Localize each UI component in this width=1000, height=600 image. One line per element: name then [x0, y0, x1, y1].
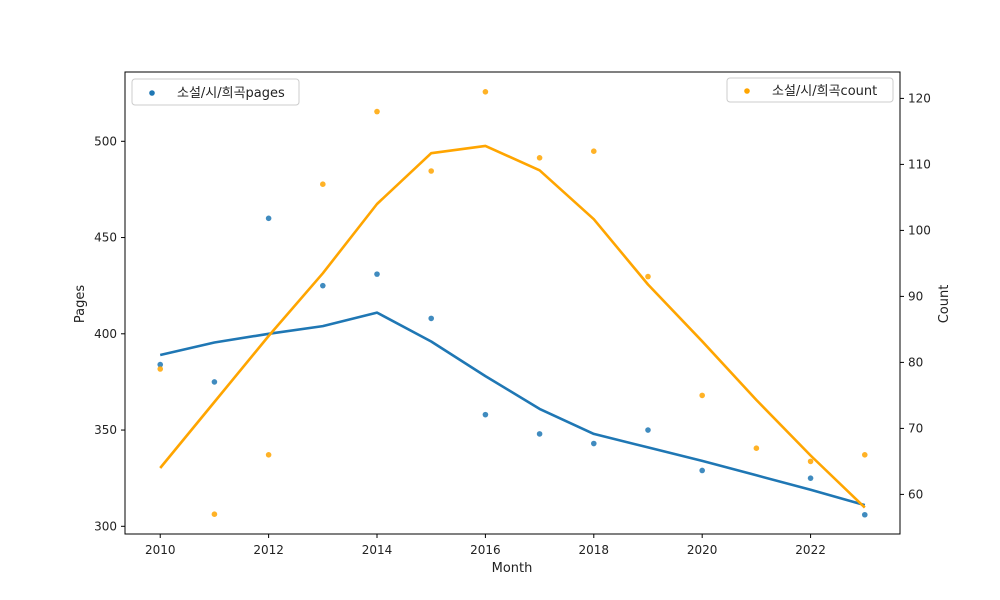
count-point — [211, 511, 218, 517]
pages-trend-line — [159, 311, 866, 507]
left-y-tick-label: 500 — [94, 134, 117, 148]
right-y-tick-label: 120 — [908, 91, 931, 105]
x-tick-label: 2012 — [253, 543, 284, 557]
count-point — [699, 392, 705, 399]
count-point — [374, 108, 380, 115]
pages-point — [428, 315, 435, 322]
pages-point — [265, 215, 272, 222]
legend-left: 소설/시/희곡pages — [131, 78, 300, 106]
pages-point — [861, 511, 868, 518]
right-y-tick-label: 110 — [908, 157, 931, 171]
x-tick-label: 2010 — [145, 543, 176, 557]
legend-right-marker — [744, 88, 750, 94]
x-tick-label: 2016 — [470, 543, 501, 557]
count-point — [807, 458, 814, 465]
legend-right-frame — [726, 77, 894, 103]
legend-left-label: 소설/시/희곡pages — [177, 86, 285, 101]
pages-point — [320, 282, 326, 289]
count-point — [428, 168, 435, 174]
right-y-tick-label: 90 — [908, 289, 923, 303]
count-point — [645, 273, 651, 280]
right-y-axis: 60 70 80 90 100 110 120 — [900, 91, 931, 501]
left-y-tick-label: 300 — [94, 519, 117, 533]
pages-point — [482, 411, 489, 418]
series-layer — [157, 89, 868, 518]
x-tick-label: 2018 — [579, 543, 610, 557]
count-point — [753, 445, 760, 452]
count-point — [320, 181, 326, 187]
pages-point — [590, 440, 597, 447]
count-trend-line — [159, 144, 866, 509]
x-tick-label: 2020 — [687, 543, 718, 557]
left-y-tick-label: 450 — [94, 231, 117, 245]
legend-right: 소설/시/희곡count — [726, 77, 894, 103]
right-y-tick-label: 70 — [908, 421, 923, 435]
count-point — [861, 452, 868, 458]
plot-frame — [124, 71, 901, 535]
pages-point — [157, 361, 164, 368]
x-axis-label: Month — [492, 561, 533, 576]
legend-left-marker — [149, 90, 155, 96]
count-point — [482, 89, 489, 95]
count-point — [157, 366, 164, 372]
pages-point — [645, 427, 651, 433]
legend-right-label: 소설/시/희곡count — [772, 84, 877, 99]
x-tick-label: 2014 — [362, 543, 393, 557]
count-point — [536, 155, 543, 161]
left-y-tick-label: 350 — [94, 423, 117, 437]
pages-point — [699, 467, 705, 474]
right-y-tick-label: 80 — [908, 355, 923, 369]
count-point — [265, 452, 272, 458]
x-axis: 2010 2012 2014 2016 2018 2020 2022 — [145, 534, 826, 557]
count-point — [590, 148, 597, 154]
right-y-tick-label: 60 — [908, 487, 923, 501]
left-y-axis-label: Pages — [73, 285, 88, 323]
right-y-axis-label: Count — [937, 285, 952, 324]
pages-point — [807, 475, 814, 481]
pages-point — [211, 379, 218, 385]
legend-left-frame — [131, 78, 300, 106]
pages-point — [536, 431, 543, 437]
left-y-tick-label: 400 — [94, 327, 117, 341]
left-y-axis: 300 350 400 450 500 — [94, 134, 125, 533]
pages-point — [374, 271, 380, 277]
right-y-tick-label: 100 — [908, 223, 931, 237]
x-tick-label: 2022 — [795, 543, 826, 557]
